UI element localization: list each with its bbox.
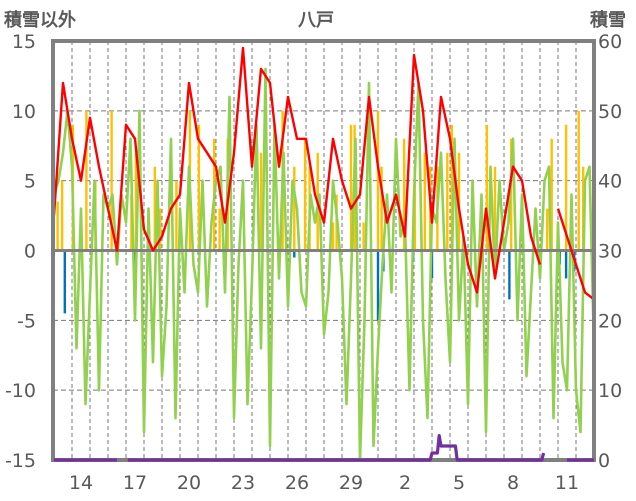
left-y-tick-label: 0 [24, 241, 36, 263]
orange-bar [582, 166, 585, 251]
orange-bar [423, 152, 426, 251]
right-y-tick-label: 30 [598, 241, 622, 263]
orange-bar [493, 166, 497, 251]
x-tick-label: 26 [285, 472, 309, 494]
blue-bar [564, 250, 568, 279]
x-tick-label: 11 [555, 472, 579, 494]
orange-bar [577, 110, 580, 251]
x-tick-label: 17 [123, 472, 147, 494]
orange-bar [134, 152, 138, 251]
orange-bar [564, 124, 568, 251]
orange-bar [450, 124, 453, 251]
left-y-tick-label: -10 [5, 380, 36, 402]
right-y-tick-label: 20 [598, 310, 622, 332]
orange-bar [293, 166, 296, 251]
orange-bar [85, 110, 88, 251]
x-tick-label: 20 [177, 472, 201, 494]
blue-bar [376, 250, 380, 321]
orange-bar [380, 166, 383, 251]
x-tick-label: 8 [507, 472, 519, 494]
blue-bar [63, 250, 66, 314]
left-y-tick-label: 15 [12, 31, 36, 53]
orange-bar [349, 124, 353, 251]
orange-bar [110, 110, 113, 251]
chart-title: 八戸 [298, 10, 334, 31]
orange-bar [175, 180, 178, 251]
right-y-tick-label: 10 [598, 380, 622, 402]
orange-bar [218, 208, 221, 251]
orange-bar [376, 110, 380, 251]
orange-bar [153, 166, 156, 251]
orange-bar [546, 208, 549, 251]
orange-bar [60, 180, 64, 251]
orange-bar [446, 152, 449, 251]
snow-depth-line [54, 434, 594, 462]
orange-bar [56, 201, 59, 251]
left-axis-title: 積雪以外 [4, 10, 76, 31]
orange-bar [362, 222, 365, 251]
orange-bar [303, 138, 307, 251]
x-tick-label: 2 [399, 472, 411, 494]
left-y-tick-label: 10 [12, 101, 36, 123]
orange-bar [331, 222, 335, 251]
orange-bar [159, 208, 162, 251]
left-y-tick-label: -15 [5, 450, 36, 472]
blue-bar [508, 250, 511, 300]
left-y-tick-label: -5 [17, 310, 36, 332]
red-series-line [52, 46, 595, 301]
right-y-tick-label: 50 [598, 101, 622, 123]
left-y-tick-label: 5 [24, 171, 36, 193]
x-tick-label: 14 [69, 472, 93, 494]
right-y-tick-label: 40 [598, 171, 622, 193]
orange-bar [402, 138, 406, 251]
orange-bar [197, 124, 201, 251]
orange-bar [259, 152, 263, 251]
orange-bar [550, 138, 553, 251]
orange-bar [485, 124, 489, 251]
right-y-tick-label: 0 [598, 450, 610, 472]
x-tick-label: 29 [339, 472, 363, 494]
x-tick-label: 23 [231, 472, 255, 494]
right-y-tick-label: 60 [598, 31, 622, 53]
blue-bar [293, 250, 296, 258]
x-tick-label: 5 [453, 472, 465, 494]
right-axis-title: 積雪 [590, 10, 626, 31]
